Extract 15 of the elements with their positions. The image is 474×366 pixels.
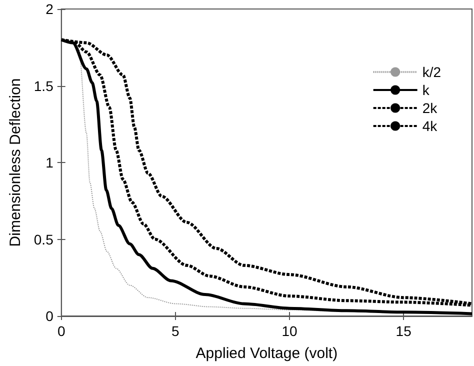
x-tick-label: 10	[282, 323, 298, 339]
legend-label: k/2	[422, 64, 442, 80]
x-tick-label: 5	[172, 323, 180, 339]
legend-label: 4k	[422, 118, 438, 134]
x-axis-title: Applied Voltage (volt)	[196, 345, 338, 362]
y-tick-label: 0.5	[34, 231, 54, 248]
y-tick-label: 2	[46, 1, 54, 17]
legend-label: 2k	[422, 100, 438, 116]
y-tick-label: 1	[46, 154, 54, 170]
legend-label: k	[422, 82, 430, 98]
x-tick-label: 15	[396, 323, 412, 339]
y-tick-label: 1.5	[34, 78, 54, 94]
x-tick-label: 0	[57, 323, 66, 339]
y-axis-title: Dimensionless Deflection	[7, 78, 24, 247]
y-tick-label: 0	[46, 308, 54, 324]
